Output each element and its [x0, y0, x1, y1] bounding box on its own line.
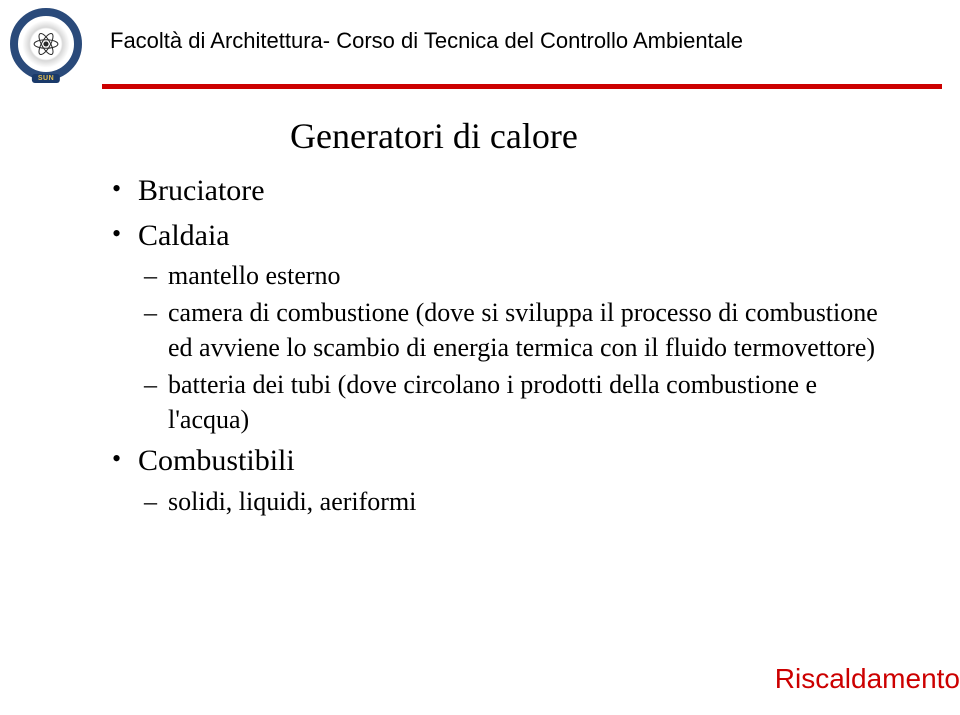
content-area: Generatori di calore Bruciatore Caldaia ma…: [0, 89, 960, 519]
sub-list-item: mantello esterno: [138, 258, 900, 293]
list-item-label: Bruciatore: [138, 174, 265, 207]
list-item: Bruciatore: [110, 171, 900, 212]
footer-label: Riscaldamento: [775, 663, 960, 695]
sub-list-item: batteria dei tubi (dove circolano i prod…: [138, 367, 900, 437]
list-item: Caldaia mantello esternocamera di combust…: [110, 216, 900, 438]
sub-list: solidi, liquidi, aeriformi: [138, 484, 900, 519]
list-item-label: Caldaia: [138, 219, 230, 252]
header-bar: SUN Facoltà di Architettura- Corso di Te…: [0, 0, 960, 80]
list-item: Combustibili solidi, liquidi, aeriformi: [110, 441, 900, 519]
sub-list-item: solidi, liquidi, aeriformi: [138, 484, 900, 519]
list-item-label: Combustibili: [138, 444, 295, 477]
sub-list-item: camera di combustione (dove si sviluppa …: [138, 295, 900, 365]
bullet-list: Bruciatore Caldaia mantello esternocamera …: [110, 171, 900, 519]
main-title: Generatori di calore: [290, 115, 900, 157]
logo-sun-label: SUN: [32, 74, 60, 83]
atom-icon: [29, 27, 63, 61]
page-header-title: Facoltà di Architettura- Corso di Tecnic…: [110, 28, 743, 54]
sub-list: mantello esternocamera di combustione (d…: [138, 258, 900, 437]
university-logo: SUN: [10, 8, 82, 80]
